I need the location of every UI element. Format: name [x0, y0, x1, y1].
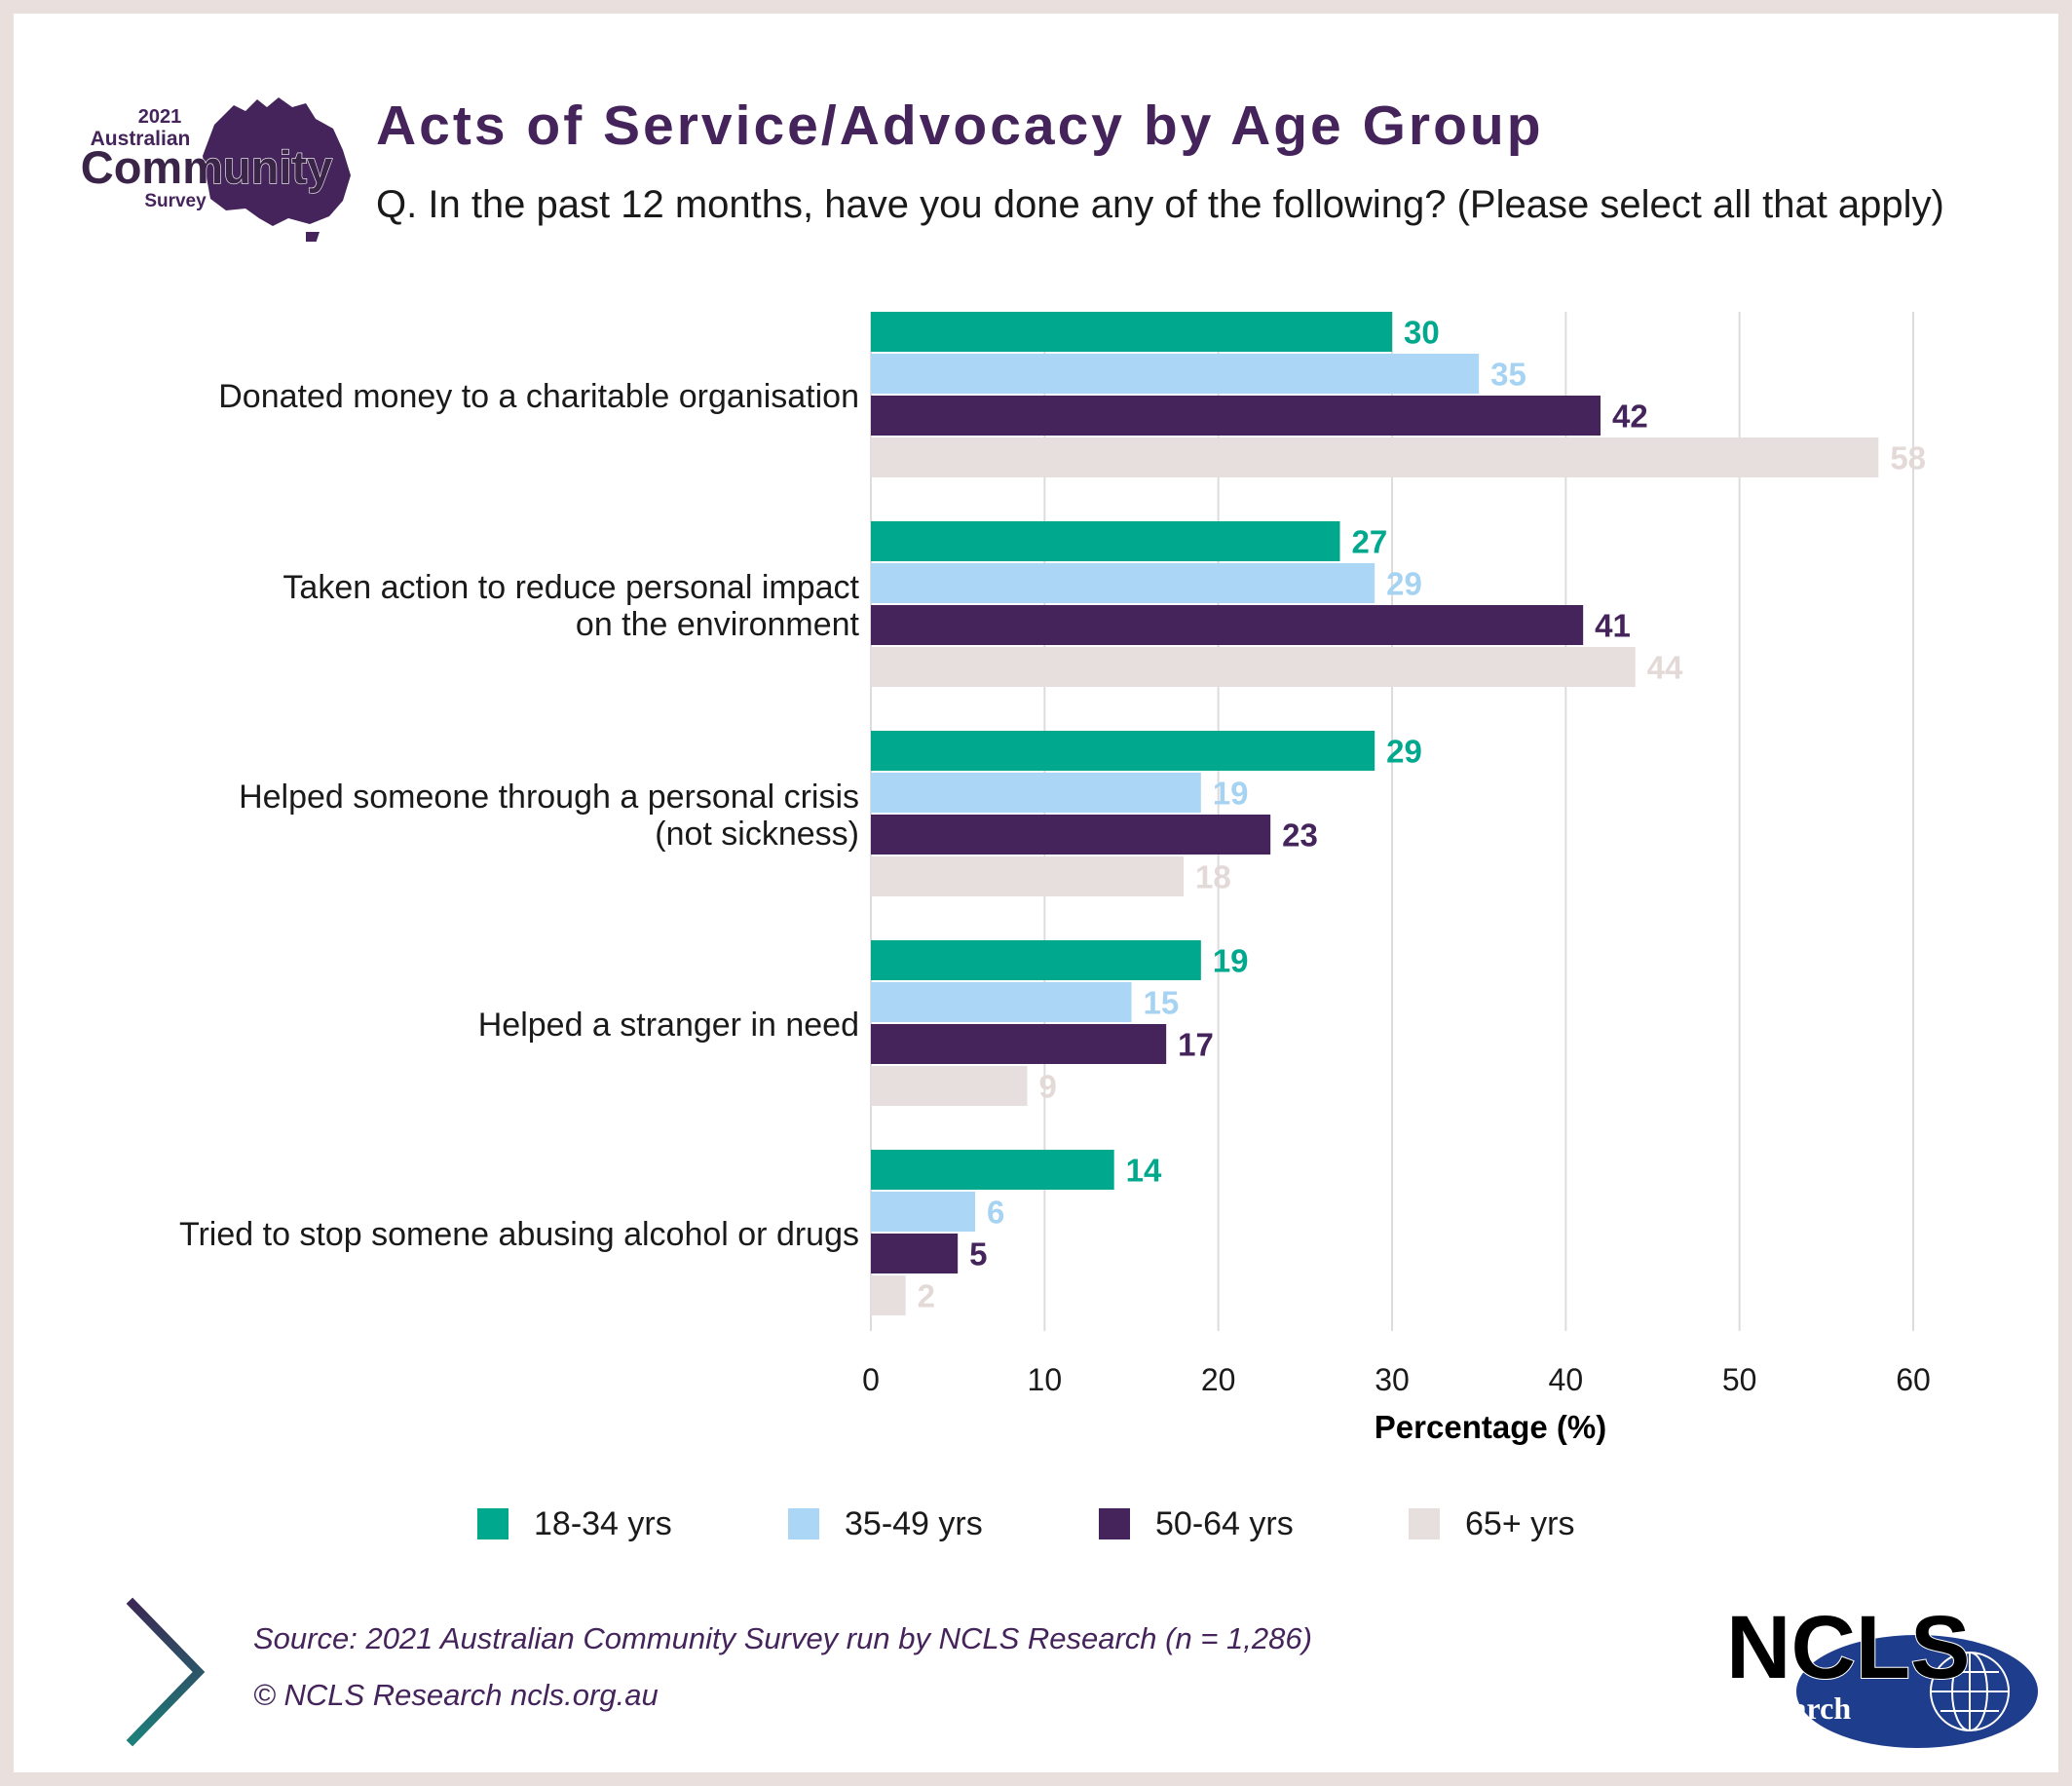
- data-label: 29: [1386, 734, 1422, 770]
- value-labels: 30 35 42 58 27 29 41 44 29 19 23 18 19 15 17 9 14 652: [918, 315, 1926, 1314]
- x-tick-label: 60: [1896, 1362, 1931, 1397]
- australia-map-icon: [203, 97, 351, 242]
- australian-community-survey-logo: 2021 Australian Community Survey: [80, 97, 351, 242]
- data-label: 27: [1352, 524, 1388, 560]
- legend-swatch: [788, 1508, 819, 1539]
- x-tick-label: 20: [1201, 1362, 1236, 1397]
- globe-grid-icon: [1930, 1652, 2010, 1731]
- data-label: 17: [1178, 1027, 1214, 1063]
- logo-line1: Australian: [91, 128, 191, 150]
- bar: [871, 437, 1879, 477]
- bar: [871, 312, 1392, 352]
- data-label: 14: [1126, 1153, 1162, 1189]
- chart-title: Acts of Service/Advocacy by Age Group: [376, 95, 1544, 157]
- legend-label: 50-64 yrs: [1155, 1504, 1294, 1542]
- category-label: (not sickness): [655, 816, 859, 853]
- x-axis-title: Percentage (%): [1375, 1409, 1606, 1445]
- bars: [871, 312, 1879, 1315]
- legend-label: 35-49 yrs: [845, 1504, 983, 1542]
- bar: [871, 396, 1601, 436]
- data-label: 35: [1490, 357, 1526, 393]
- legend-label: 18-34 yrs: [534, 1504, 672, 1542]
- logo-research-text: research: [1738, 1691, 1851, 1726]
- category-label: Helped a stranger in need: [478, 1007, 859, 1044]
- chevron-right-icon: [126, 1597, 206, 1747]
- category-labels: Donated money to a charitable organisati…: [179, 378, 860, 1253]
- x-tick-label: 50: [1722, 1362, 1757, 1397]
- data-label: 29: [1386, 566, 1422, 602]
- data-label: 30: [1404, 315, 1440, 351]
- bar: [871, 1275, 906, 1315]
- data-label: 23: [1282, 817, 1318, 854]
- copyright-note: © NCLS Research ncls.org.au: [253, 1678, 659, 1712]
- bar: [871, 815, 1271, 855]
- bar: [871, 940, 1201, 980]
- data-label: 19: [1213, 776, 1249, 812]
- legend-item: 35-49 yrs: [788, 1495, 983, 1553]
- data-label: 6: [987, 1195, 1004, 1231]
- bar: [871, 1150, 1114, 1190]
- bar: [871, 1234, 959, 1273]
- ncls-research-logo: NCLS research: [1725, 1597, 2038, 1748]
- bar: [871, 1066, 1028, 1106]
- category-label: Donated money to a charitable organisati…: [218, 378, 859, 415]
- data-label: 58: [1890, 440, 1926, 476]
- category-label: on the environment: [576, 606, 860, 643]
- bar: [871, 521, 1340, 561]
- logo-line3: Survey: [144, 191, 207, 211]
- bar: [871, 773, 1201, 813]
- logo-ellipse: [1796, 1635, 2038, 1748]
- infographic-card: 2021 Australian Community Survey Acts of…: [14, 14, 2058, 1772]
- legend-item: 65+ yrs: [1409, 1495, 1574, 1553]
- data-label: 15: [1144, 985, 1180, 1021]
- legend-item: 18-34 yrs: [477, 1495, 672, 1553]
- data-label: 5: [969, 1236, 987, 1273]
- data-label: 2: [918, 1278, 935, 1314]
- logo-year: 2021: [138, 106, 182, 128]
- bar: [871, 647, 1636, 687]
- data-label: 42: [1612, 399, 1648, 435]
- x-tick-label: 10: [1028, 1362, 1063, 1397]
- survey-question: Q. In the past 12 months, have you done …: [376, 183, 1944, 226]
- legend: 18-34 yrs 35-49 yrs 50-64 yrs 65+ yrs: [14, 1495, 2058, 1553]
- bar: [871, 856, 1184, 896]
- data-label: 44: [1647, 650, 1683, 686]
- legend-swatch: [477, 1508, 509, 1539]
- bar: [871, 731, 1375, 771]
- bar: [871, 1024, 1167, 1064]
- bar: [871, 605, 1584, 645]
- x-tick-label: 0: [862, 1362, 880, 1397]
- category-label: Helped someone through a personal crisis: [239, 779, 859, 816]
- bar-chart: 30 35 42 58 27 29 41 44 29 19 23 18 19 15 17 9 14 652 Don…: [179, 312, 1931, 1445]
- x-tick-labels: 0 10 20 30 40 50 60: [862, 1362, 1931, 1397]
- bar: [871, 354, 1480, 394]
- legend-swatch: [1099, 1508, 1130, 1539]
- x-tick-label: 30: [1375, 1362, 1410, 1397]
- logo-ncls-text: NCLS: [1726, 1598, 1970, 1697]
- category-label: Tried to stop somene abusing alcohol or …: [179, 1216, 859, 1253]
- bar: [871, 563, 1375, 603]
- data-label: 18: [1195, 859, 1231, 895]
- data-label: 9: [1039, 1069, 1057, 1105]
- legend-swatch: [1409, 1508, 1440, 1539]
- source-note: Source: 2021 Australian Community Survey…: [253, 1621, 1312, 1655]
- data-label: 19: [1213, 943, 1249, 979]
- bar: [871, 1192, 975, 1232]
- bar: [871, 982, 1132, 1022]
- legend-item: 50-64 yrs: [1099, 1495, 1294, 1553]
- data-label: 41: [1595, 608, 1631, 644]
- x-tick-label: 40: [1549, 1362, 1584, 1397]
- legend-label: 65+ yrs: [1465, 1504, 1575, 1542]
- logo-line2: Community: [81, 141, 333, 193]
- category-label: Taken action to reduce personal impact: [283, 569, 859, 606]
